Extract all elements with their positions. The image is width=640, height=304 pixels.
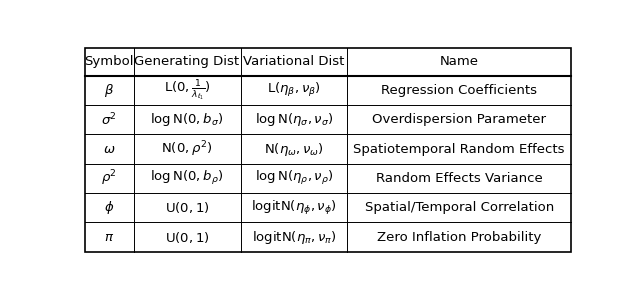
Text: $\mathrm{L}(\eta_\beta, \nu_\beta)$: $\mathrm{L}(\eta_\beta, \nu_\beta)$ — [267, 81, 321, 99]
Text: $\rho^2$: $\rho^2$ — [101, 169, 117, 188]
Text: $\pi$: $\pi$ — [104, 231, 115, 244]
Text: Generating Dist: Generating Dist — [134, 55, 239, 68]
Text: $\mathrm{N}(\eta_\omega, \nu_\omega)$: $\mathrm{N}(\eta_\omega, \nu_\omega)$ — [264, 140, 324, 157]
Text: $\beta$: $\beta$ — [104, 82, 115, 99]
Text: $\phi$: $\phi$ — [104, 199, 115, 216]
Text: $\mathrm{U}(0,1)$: $\mathrm{U}(0,1)$ — [164, 200, 209, 215]
Text: Name: Name — [440, 55, 479, 68]
Bar — [85, 48, 571, 252]
Text: Overdispersion Parameter: Overdispersion Parameter — [372, 113, 547, 126]
Text: Random Effects Variance: Random Effects Variance — [376, 172, 543, 185]
Text: $\sigma^2$: $\sigma^2$ — [101, 112, 117, 128]
Text: $\log \mathrm{N}(\eta_\rho, \nu_\rho)$: $\log \mathrm{N}(\eta_\rho, \nu_\rho)$ — [255, 169, 333, 188]
Text: Spatial/Temporal Correlation: Spatial/Temporal Correlation — [365, 201, 554, 214]
Text: Variational Dist: Variational Dist — [243, 55, 345, 68]
Text: $\mathrm{logitN}(\eta_\pi, \nu_\pi)$: $\mathrm{logitN}(\eta_\pi, \nu_\pi)$ — [252, 229, 336, 246]
Text: Spatiotemporal Random Effects: Spatiotemporal Random Effects — [353, 143, 565, 156]
Text: $\mathrm{logitN}(\eta_\phi, \nu_\phi)$: $\mathrm{logitN}(\eta_\phi, \nu_\phi)$ — [251, 199, 337, 217]
Text: $\log \mathrm{N}(0, b_\sigma)$: $\log \mathrm{N}(0, b_\sigma)$ — [150, 111, 224, 128]
Text: $\log \mathrm{N}(0, b_\rho)$: $\log \mathrm{N}(0, b_\rho)$ — [150, 169, 224, 188]
Text: $\omega$: $\omega$ — [103, 143, 116, 156]
Text: Zero Inflation Probability: Zero Inflation Probability — [377, 231, 541, 244]
Text: $\mathrm{N}(0, \rho^2)$: $\mathrm{N}(0, \rho^2)$ — [161, 139, 213, 159]
Text: Symbol: Symbol — [84, 55, 134, 68]
Text: Regression Coefficients: Regression Coefficients — [381, 84, 537, 97]
Text: $\mathrm{L}(0, \frac{1}{\lambda_{\ell_1}})$: $\mathrm{L}(0, \frac{1}{\lambda_{\ell_1}… — [164, 78, 211, 103]
Text: $\log \mathrm{N}(\eta_\sigma, \nu_\sigma)$: $\log \mathrm{N}(\eta_\sigma, \nu_\sigma… — [255, 111, 333, 128]
Text: $\mathrm{U}(0,1)$: $\mathrm{U}(0,1)$ — [164, 230, 209, 245]
